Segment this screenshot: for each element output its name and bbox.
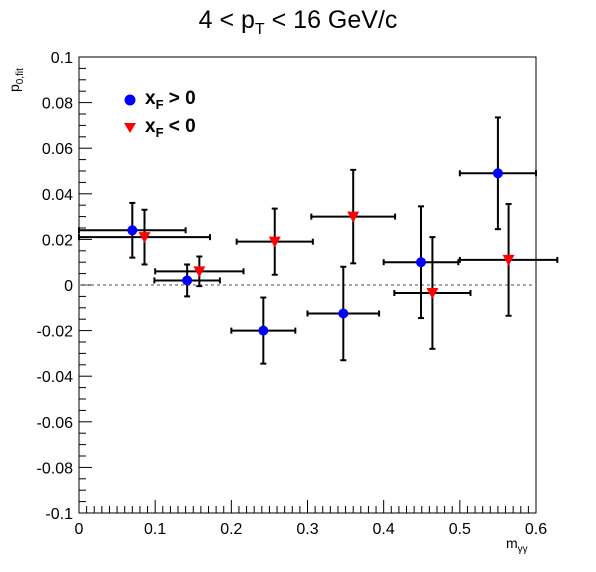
y-tick-label: -0.02	[37, 324, 74, 341]
x-tick-label: 0.6	[525, 521, 547, 538]
y-tick-label: 0.06	[42, 141, 73, 158]
legend-circle-marker	[115, 93, 145, 107]
x-tick-label: 0.2	[220, 521, 242, 538]
data-point-xf-positive	[338, 308, 349, 319]
data-point-xf-positive	[182, 275, 193, 286]
y-tick-label: 0.04	[42, 187, 73, 204]
legend-entry-xf-positive: xF > 0	[115, 86, 196, 114]
data-point-xf-positive	[127, 225, 138, 236]
data-point-xf-positive	[258, 325, 269, 336]
y-tick-label: 0.08	[42, 96, 73, 113]
legend-triangle-marker	[115, 121, 145, 135]
data-point-xf-positive	[415, 257, 426, 268]
y-tick-label: -0.06	[37, 415, 74, 432]
y-tick-label: -0.04	[37, 369, 74, 386]
data-point-xf-negative	[193, 266, 206, 278]
x-tick-label: 0.4	[373, 521, 395, 538]
x-tick-label: 0.1	[144, 521, 166, 538]
legend-entry-xf-negative: xF < 0	[115, 114, 196, 142]
chart-title: 4 < pT < 16 GeV/c	[198, 6, 398, 38]
legend: xF > 0 xF < 0	[115, 86, 196, 142]
x-tick-label: 0.3	[296, 521, 318, 538]
legend-label-xf-negative: xF < 0	[145, 116, 196, 140]
data-point-xf-negative	[426, 287, 439, 299]
data-point-xf-positive	[492, 168, 503, 179]
y-tick-label: 0	[64, 278, 73, 295]
legend-label-xf-positive: xF > 0	[145, 88, 196, 112]
data-point-xf-negative	[268, 236, 281, 248]
y-tick-label: -0.08	[37, 460, 74, 477]
y-tick-label: 0.02	[42, 232, 73, 249]
x-tick-label: 0	[75, 521, 84, 538]
data-point-xf-negative	[347, 211, 360, 223]
y-axis-label: p0,fit	[6, 68, 26, 92]
y-tick-label: -0.1	[45, 506, 73, 523]
data-point-xf-negative	[138, 232, 151, 244]
x-axis-label: mγγ	[506, 535, 528, 555]
x-tick-label: 0.5	[449, 521, 471, 538]
data-point-xf-negative	[502, 254, 515, 266]
y-tick-label: 0.1	[51, 50, 73, 67]
